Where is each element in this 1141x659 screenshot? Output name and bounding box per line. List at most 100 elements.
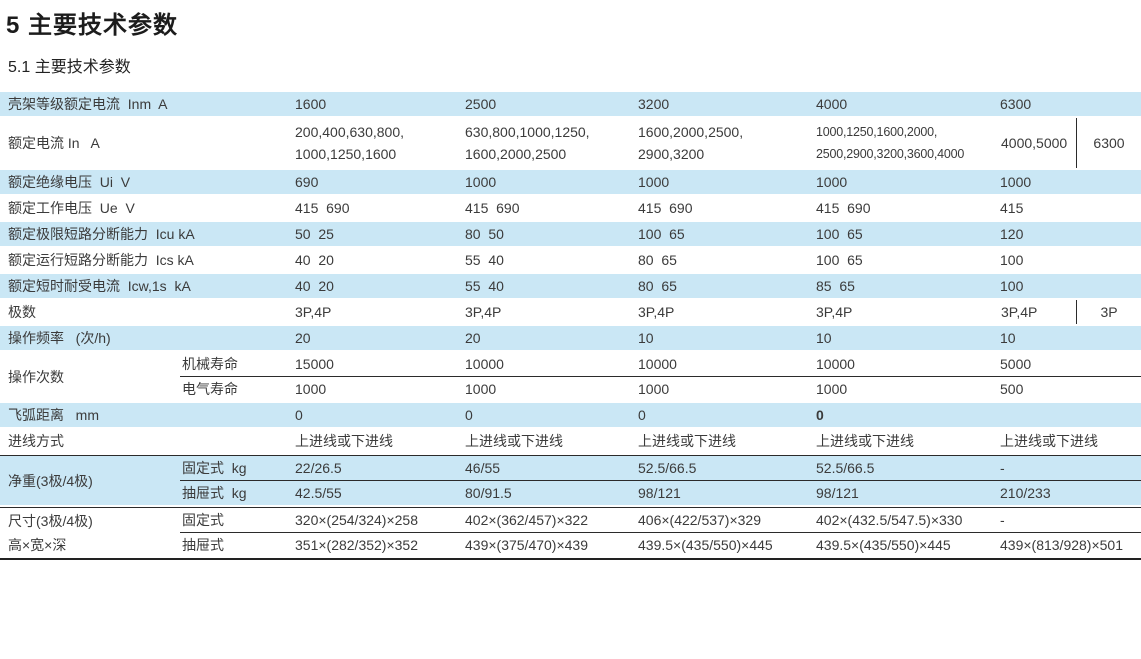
row-label: 额定工作电压 Ue V [8,200,135,216]
value-cell: 690 [295,174,319,190]
table-subrow: 抽屉式 kg 42.5/55 80/91.5 98/121 98/121 210/233 [180,481,1141,505]
page-title: 5 主要技术参数 [6,12,179,39]
value-line: 1600,2000,2500, [638,124,744,140]
value-cell: 0 [295,407,303,423]
value-cell: 351×(282/352)×352 [295,537,418,553]
sub-label: 固定式 kg [182,460,247,476]
row-label: 额定运行短路分断能力 Ics kA [8,252,194,268]
value-cell: 320×(254/324)×258 [295,512,418,528]
table-row: 极数 3P,4P 3P,4P 3P,4P 3P,4P 3P,4P 3P [0,300,1141,324]
value-cell: 439.5×(435/550)×445 [816,537,951,553]
value-line: 1000,1250,1600 [295,146,397,162]
value-cell: 1000 [816,381,848,397]
row-label: 操作频率 (次/h) [8,330,111,346]
group-divider-line [180,376,1141,377]
value-cell: 上进线或下进线 [1000,433,1098,449]
row-label: 额定短时耐受电流 Icw,1s kA [8,278,191,294]
value-cell: 5000 [1000,356,1032,372]
value-cell: 415 [1000,200,1024,216]
value-cell: 6300 [1000,96,1032,112]
value-cell: 4000 [816,96,848,112]
value-cell: 415 690 [295,200,350,216]
value-cell: 10 [1000,330,1016,346]
value-cell: 415 690 [465,200,520,216]
value-cell: 3P,4P [816,304,853,320]
value-cell: 上进线或下进线 [465,433,563,449]
value-cell: 3P,4P [465,304,502,320]
value-cell: 80 65 [638,278,677,294]
sub-label: 固定式 [182,512,224,528]
value-cell: 80/91.5 [465,485,512,501]
row-label: 额定电流 In A [8,135,100,151]
value-cell: 10000 [638,356,677,372]
row-label: 极数 [8,304,36,320]
value-line: 630,800,1000,1250, [465,124,590,140]
value-cell: 100 [1000,278,1024,294]
value-cell: 4000,5000 6300 [998,118,1141,168]
value-cell: 10000 [816,356,855,372]
value-cell: 3P,4P [295,304,332,320]
value-cell: 40 20 [295,278,334,294]
group-rows: 机械寿命 15000 10000 10000 10000 5000 电气寿命 1000 1000… [180,352,1141,401]
row-label: 净重(3极/4极) [8,472,93,489]
value-cell: 上进线或下进线 [638,433,736,449]
table-row: 额定运行短路分断能力 Ics kA 40 20 55 40 80 65 100 65 10… [0,248,1141,272]
value-line: 2500,2900,3200,3600,4000 [816,147,965,161]
table-header-row: 壳架等级额定电流 Inm A 1600 2500 3200 4000 6300 [0,92,1141,116]
table-row: 额定绝缘电压 Ui V 690 1000 1000 1000 1000 [0,170,1141,194]
value-cell: 0 [465,407,473,423]
value-cell: 3P,4P 3P [998,300,1141,324]
split-cell-right: 3P [1100,304,1118,320]
value-cell: 10 [638,330,654,346]
value-cell: 46/55 [465,460,501,476]
table-subrow: 抽屉式 351×(282/352)×352 439×(375/470)×439 439… [180,533,1141,557]
value-cell: 1000 [638,381,670,397]
group-divider-line [180,480,1141,481]
group-divider-line [180,532,1141,533]
value-cell: 630,800,1000,1250, 1600,2000,2500 [463,118,636,168]
value-cell: 1000 [465,381,497,397]
value-cell: 20 [465,330,481,346]
value-cell: 0 [638,407,646,423]
value-cell: 500 [1000,381,1024,397]
row-label: 额定极限短路分断能力 Icu kA [8,226,195,242]
row-label: 尺寸(3极/4极) 高×宽×深 [8,513,93,553]
table-subrow: 固定式 320×(254/324)×258 402×(362/457)×322 406… [180,508,1141,532]
value-cell: 1000,1250,1600,2000, 2500,2900,3200,3600,… [814,118,998,168]
value-cell: - [1000,460,1005,476]
value-cell: 439×(375/470)×439 [465,537,588,553]
value-cell: 15000 [295,356,334,372]
sub-label: 机械寿命 [182,356,238,372]
row-label: 飞弧距离 mm [8,407,99,423]
split-cell-left: 3P,4P [998,300,1077,324]
value-cell: 85 65 [816,278,855,294]
value-cell: 80 50 [465,226,504,242]
value-cell: 1000 [638,174,670,190]
row-label: 额定绝缘电压 Ui V [8,174,131,190]
value-cell: 55 40 [465,278,504,294]
value-cell: 210/233 [1000,485,1051,501]
value-cell: 80 65 [638,252,677,268]
value-cell: 100 65 [816,226,863,242]
table-row: 进线方式 上进线或下进线 上进线或下进线 上进线或下进线 上进线或下进线 上进线或下进线 [0,429,1141,453]
table-row: 飞弧距离 mm 0 0 0 0 [0,403,1141,427]
value-cell: 10000 [465,356,504,372]
row-label: 壳架等级额定电流 Inm A [8,96,168,112]
table-group-row: 净重(3极/4极) 固定式 kg 22/26.5 46/55 52.5/66.5 52.5… [0,455,1141,505]
group-rows: 固定式 320×(254/324)×258 402×(362/457)×322 406… [180,508,1141,558]
sub-label: 电气寿命 [182,381,238,397]
spec-table: 壳架等级额定电流 Inm A 1600 2500 3200 4000 6300 额定电流 I… [0,92,1141,560]
value-cell: 40 20 [295,252,334,268]
table-row: 额定极限短路分断能力 Icu kA 50 25 80 50 100 65 100 65 1… [0,222,1141,246]
table-subrow: 电气寿命 1000 1000 1000 1000 500 [180,377,1141,401]
value-cell: 439×(813/928)×501 [1000,537,1123,553]
value-cell: 42.5/55 [295,485,342,501]
table-subrow: 固定式 kg 22/26.5 46/55 52.5/66.5 52.5/66.5 - [180,456,1141,480]
value-cell: 0 [816,407,824,423]
value-cell: 52.5/66.5 [638,460,697,476]
value-cell: 1000 [816,174,848,190]
value-line: 200,400,630,800, [295,124,404,140]
value-cell: 1600 [295,96,327,112]
value-cell: 50 25 [295,226,334,242]
